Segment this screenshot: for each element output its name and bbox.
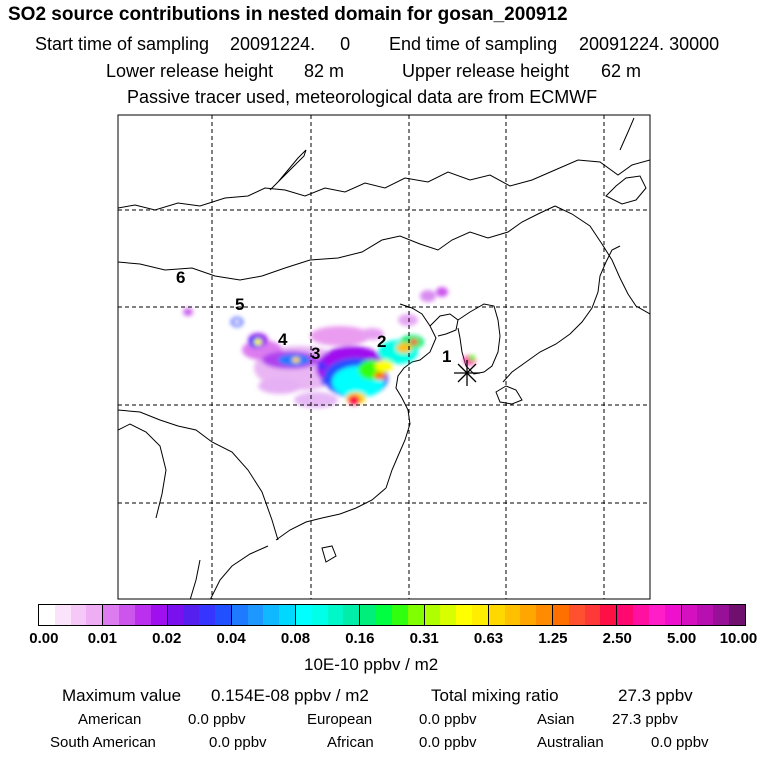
african-label: African [327,734,374,751]
south-american-value: 0.0 ppbv [209,734,267,751]
concentration-plume [183,287,476,408]
max-value: 0.154E-08 ppbv / m2 [211,686,369,705]
color-scale-cell [376,605,392,625]
color-scale-cell [119,605,135,625]
color-scale-cell [681,605,698,625]
asian-value: 27.3 ppbv [612,711,678,728]
color-scale-cell [568,605,585,625]
color-scale-cell [327,605,344,625]
color-scale-cell [536,605,553,625]
color-scale-bar [38,604,746,626]
color-scale-cell [199,605,215,625]
max-value-label: Maximum value [62,686,182,705]
color-scale-cell [728,605,745,625]
color-scale-tick-label: 0.04 [216,630,246,647]
color-scale-cell [713,605,729,625]
color-scale-cell [214,605,232,625]
color-scale-tick-label: 0.02 [152,630,182,647]
color-scale-cell [584,605,601,625]
color-scale-cell [150,605,168,625]
color-scale-tick-label: 0.08 [280,630,311,647]
american-value: 0.0 ppbv [188,711,246,728]
source-label-1: 1 [442,347,451,366]
color-scale-cell [296,605,312,625]
color-scale-cell [54,605,71,625]
map-grid [118,115,650,599]
color-scale-tick-label: 0.16 [345,630,375,647]
source-label-4: 4 [278,330,288,349]
receptor-asterisk-marker [454,360,480,386]
color-scale-cell [600,605,618,625]
coastline-lines [118,117,650,599]
source-label-6: 6 [176,268,185,287]
color-scale-cell [167,605,184,625]
color-scale-tick-label: 5.00 [667,630,697,647]
color-scale-cell [70,605,87,625]
color-scale-cell [440,605,457,625]
american-label: American [78,711,142,728]
color-scale-cell [360,605,377,625]
color-scale-cell [504,605,521,625]
map-frame [117,114,651,600]
australian-value: 0.0 ppbv [651,734,709,751]
color-scale-cell [391,605,408,625]
color-scale-cell [279,605,296,625]
color-scale-tick-label: 0.01 [87,630,117,647]
color-scale-cell [86,605,104,625]
color-scale-cell [39,605,55,625]
source-label-2: 2 [377,332,386,351]
color-scale-tick-label: 1.25 [538,630,568,647]
color-scale-cell [424,605,441,625]
color-scale-cell [664,605,682,625]
color-scale-tick-label: 2.50 [602,630,632,647]
asian-label: Asian [537,711,575,728]
upper-release-value: 62 m [601,61,642,81]
source-label-5: 5 [235,295,244,314]
european-value: 0.0 ppbv [419,711,477,728]
color-scale-cell [183,605,200,625]
color-scale-cell [520,605,537,625]
color-scale-cell [697,605,714,625]
upper-release-label: Upper release height [402,61,570,81]
color-scale-cell [247,605,264,625]
color-scale-cell [134,605,151,625]
color-scale-cell [488,605,505,625]
plot-title: SO2 source contributions in nested domai… [8,4,568,25]
color-scale-cell [648,605,665,625]
color-scale-cell [343,605,361,625]
color-scale-units: 10E-10 ppbv / m2 [304,655,439,674]
color-scale-cell [633,605,649,625]
start-time-label: Start time of sampling [35,34,210,54]
total-mixing-value: 27.3 ppbv [618,686,693,705]
end-time-label: End time of sampling [389,34,558,54]
color-scale-tick-label: 0.00 [29,630,59,647]
total-mixing-label: Total mixing ratio [431,686,559,705]
color-scale-tick-label: 0.63 [473,630,504,647]
lower-release-label: Lower release height [106,61,274,81]
color-scale-tick-label: 10.00 [719,630,758,647]
color-scale-cell [471,605,489,625]
color-scale-tick-label: 0.31 [409,630,439,647]
source-label-3: 3 [311,344,320,363]
color-scale-cell [263,605,280,625]
color-scale-cell [311,605,328,625]
color-scale-cell [407,605,425,625]
start-time-value: 20091224. 0 [230,34,351,54]
color-scale-cell [456,605,472,625]
end-time-value: 20091224. 30000 [579,34,720,54]
lower-release-value: 82 m [304,61,345,81]
source-contribution-map: 1 2 3 4 5 6 [117,114,651,600]
color-scale-cell [103,605,120,625]
color-scale-cell [617,605,634,625]
south-american-label: South American [50,734,156,751]
tracer-note: Passive tracer used, meteorological data… [127,87,598,107]
european-label: European [307,711,373,728]
color-scale-cell [231,605,248,625]
african-value: 0.0 ppbv [419,734,477,751]
color-scale-cell [553,605,569,625]
australian-label: Australian [537,734,604,751]
